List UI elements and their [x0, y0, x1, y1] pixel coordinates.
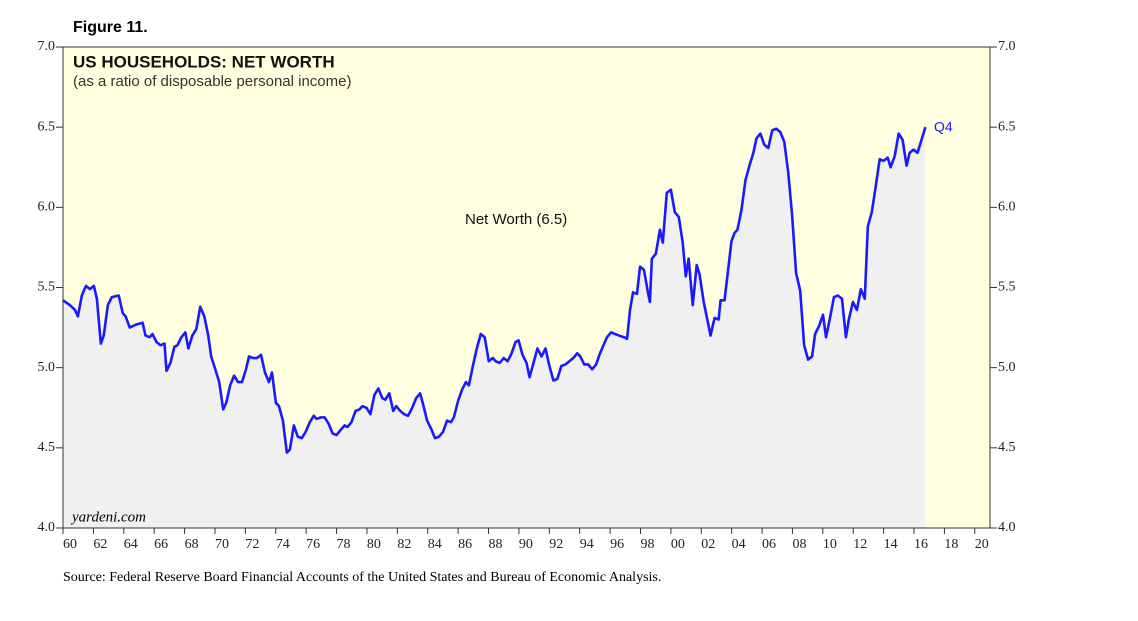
line	[62, 126, 927, 454]
x-tick-label: 92	[549, 537, 563, 552]
y2-tick-label: 5.0	[998, 360, 1016, 375]
figure-label: Figure 11.	[73, 19, 148, 36]
y-tick-label: 7.0	[38, 39, 56, 54]
x-tick-label: 18	[944, 537, 958, 552]
y2-tick-label: 4.0	[998, 520, 1016, 535]
y-tick-label: 5.5	[38, 280, 56, 295]
x-tick-label: 98	[640, 537, 654, 552]
y2-tick-label: 7.0	[998, 39, 1016, 54]
x-tick-label: 12	[853, 537, 867, 552]
y2-tick-label: 4.5	[998, 440, 1016, 455]
x-tick-label: 06	[762, 537, 776, 552]
x-tick-label: 84	[428, 537, 442, 552]
plot	[62, 126, 927, 529]
y2-tick-label: 6.5	[998, 119, 1016, 134]
chart-subtitle: (as a ratio of disposable personal incom…	[73, 73, 351, 90]
y2-tick-label: 6.0	[998, 200, 1016, 215]
x-tick-label: 02	[701, 537, 715, 552]
x-tick-label: 66	[154, 537, 168, 552]
y-tick-label: 6.0	[38, 200, 56, 215]
x-tick-label: 96	[610, 537, 624, 552]
x-tick-label: 16	[914, 537, 928, 552]
area	[63, 127, 926, 529]
x-tick-label: 60	[63, 537, 77, 552]
y-tick-label: 4.0	[38, 520, 56, 535]
x-tick-label: 08	[792, 537, 806, 552]
x-tick-label: 94	[580, 537, 594, 552]
x-tick-label: 88	[489, 537, 503, 552]
y-tick-label: 4.5	[38, 440, 56, 455]
x-tick-label: 14	[884, 537, 898, 552]
x-tick-label: 64	[124, 537, 138, 552]
chart-title: US HOUSEHOLDS: NET WORTH	[73, 52, 335, 71]
x-tick-label: 80	[367, 537, 381, 552]
x-tick-label: 78	[337, 537, 351, 552]
y-tick-label: 6.5	[38, 119, 56, 134]
x-tick-label: 62	[93, 537, 107, 552]
x-tick-label: 68	[185, 537, 199, 552]
x-tick-label: 86	[458, 537, 472, 552]
x-tick-label: 74	[276, 537, 290, 552]
x-tick-label: 72	[245, 537, 259, 552]
y2-tick-label: 5.5	[998, 280, 1016, 295]
x-tick-label: 82	[397, 537, 411, 552]
x-tick-label: 76	[306, 537, 320, 552]
x-tick-label: 20	[975, 537, 989, 552]
annotation: Q4	[934, 119, 953, 135]
annotation: Net Worth (6.5)	[465, 211, 567, 228]
x-tick-label: 10	[823, 537, 837, 552]
x-tick-label: 04	[732, 537, 746, 552]
y-tick-label: 5.0	[38, 360, 56, 375]
x-tick-label: 00	[671, 537, 685, 552]
source-note: Source: Federal Reserve Board Financial …	[63, 570, 661, 585]
x-tick-label: 90	[519, 537, 533, 552]
watermark: yardeni.com	[70, 509, 146, 525]
x-tick-label: 70	[215, 537, 229, 552]
